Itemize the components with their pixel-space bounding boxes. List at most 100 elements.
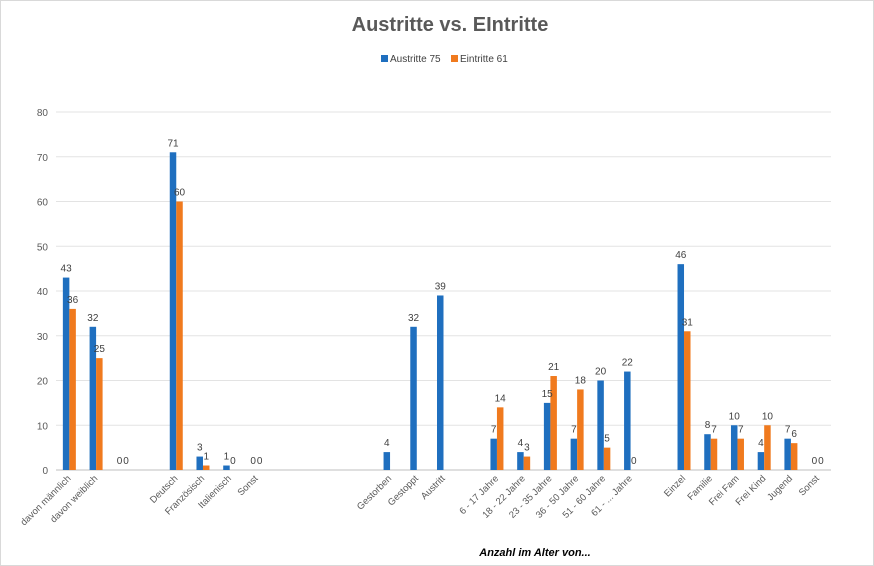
data-label: 0 [230,456,236,467]
y-tick-label: 70 [37,153,49,164]
bar-eintritte [737,438,744,470]
bar-eintritte [96,358,103,471]
data-label: 36 [67,295,79,306]
data-label: 0 [812,456,818,467]
x-tick-label: Einzel [662,473,688,499]
data-label: 10 [729,411,741,422]
legend-swatch-eintritte [451,55,458,62]
data-label: 7 [738,425,744,436]
x-tick-label: Gestorben [355,473,394,512]
legend-label-eintritte: Eintritte 61 [460,54,508,65]
data-label: 10 [762,411,774,422]
data-label: 4 [758,438,764,449]
data-label: 3 [197,443,203,454]
data-label: 5 [604,434,610,445]
y-tick-label: 50 [37,242,49,253]
data-label: 8 [705,420,711,431]
data-label: 4 [518,438,524,449]
data-label: 0 [250,456,256,467]
legend-label-austritte: Austritte 75 [390,54,441,65]
bar-austritte [490,438,497,470]
data-label: 18 [575,375,587,386]
bar-austritte [597,380,604,470]
y-tick-label: 0 [42,466,48,477]
data-label: 20 [595,367,607,378]
bar-austritte [383,452,391,470]
y-axis-ticks: 0 10 20 30 40 50 60 70 80 [37,108,49,477]
x-tick-label: Jugend [765,473,795,503]
bar-eintritte [69,308,76,470]
bar-austritte [89,326,97,470]
bar-austritte [704,434,711,470]
bar-austritte [196,456,203,470]
bar-eintritte [550,376,557,470]
data-label: 21 [548,362,560,373]
data-label: 1 [203,452,209,463]
bar-austritte [784,438,791,470]
data-label: 0 [631,456,637,467]
bar-eintritte [176,201,183,470]
y-tick-label: 40 [37,287,49,298]
data-label: 22 [622,358,634,369]
bars [62,152,798,471]
bar-eintritte [496,407,504,470]
bar-austritte [517,452,524,470]
bar-austritte [223,465,230,470]
data-label: 0 [257,456,263,467]
y-tick-label: 60 [37,198,49,209]
bar-eintritte [577,389,584,470]
chart-title: Austritte vs. EIntritte [352,14,549,36]
x-tick-label: davon weiblich [48,473,100,525]
data-label: 7 [785,425,791,436]
x-axis-title: Anzahl im Alter von... [478,547,590,559]
bar-austritte [410,326,417,470]
x-tick-label: Sonst [236,473,261,498]
gridlines [56,111,831,471]
data-label: 0 [818,456,824,467]
bar-austritte [730,425,738,470]
bar-eintritte [764,425,771,470]
data-label: 25 [94,344,106,355]
y-tick-label: 80 [37,108,49,119]
data-label: 43 [61,264,73,275]
data-label: 39 [435,281,447,292]
bar-eintritte [790,443,798,470]
bar-eintritte [684,331,691,470]
data-label: 31 [682,317,694,328]
y-tick-label: 30 [37,332,49,343]
data-label: 14 [495,393,507,404]
bar-austritte [543,402,551,471]
data-label: 3 [524,443,530,454]
data-label: 7 [711,425,717,436]
bar-eintritte [710,438,718,470]
y-tick-label: 10 [37,421,49,432]
bar-austritte [169,152,177,470]
data-label: 6 [791,429,797,440]
data-label: 1 [224,452,230,463]
bar-austritte [624,371,631,470]
bar-eintritte [523,456,531,470]
bar-eintritte [603,447,611,471]
data-label: 32 [87,313,99,324]
data-label: 4 [384,438,390,449]
data-label: 0 [117,456,123,467]
data-label: 71 [167,138,179,149]
bar-eintritte [202,465,210,470]
data-label: 7 [571,425,577,436]
data-label: 15 [542,389,554,400]
data-label: 60 [174,188,186,199]
data-label: 7 [491,425,497,436]
data-label: 0 [123,456,129,467]
bar-austritte [437,295,444,470]
x-tick-label: Sonst [797,473,822,498]
x-tick-label: Austritt [419,473,448,502]
bar-austritte [757,452,765,470]
bar-austritte [570,438,578,470]
data-label: 32 [408,313,420,324]
bar-austritte [62,277,70,470]
legend: Austritte 75 Eintritte 61 [381,54,508,65]
